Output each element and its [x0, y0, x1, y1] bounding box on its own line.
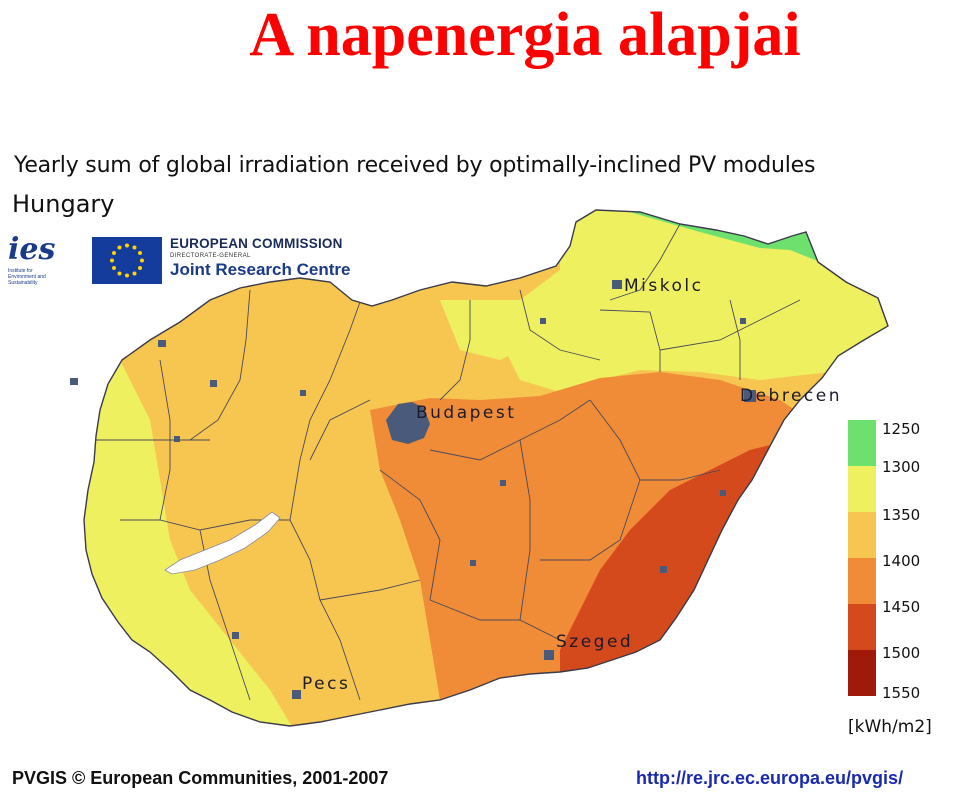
legend-swatch-1250	[848, 420, 876, 466]
legend-swatch-1400	[848, 558, 876, 604]
city-label-pecs: Pecs	[302, 674, 351, 694]
eu-star-icon	[125, 273, 129, 278]
city-label-debrecen: Debrecen	[740, 386, 842, 406]
legend-label-1550: 1550	[882, 684, 921, 702]
ec-logo-line2: DIRECTORATE-GENERAL	[170, 253, 251, 259]
pecs-urban	[292, 690, 301, 699]
lake-balaton	[164, 511, 281, 575]
legend-label-1350: 1350	[882, 506, 921, 524]
city-label-miskolc: Miskolc	[624, 276, 704, 296]
legend-label-1400: 1400	[882, 552, 921, 570]
ec-logo: EUROPEAN COMMISSION DIRECTORATE-GENERAL …	[170, 236, 350, 280]
legend-swatch-1300	[848, 466, 876, 512]
eu-star-icon	[112, 251, 116, 255]
eu-star-icon	[117, 245, 122, 250]
eu-star-icon	[138, 251, 142, 255]
zone-1300-mid-north	[440, 300, 540, 360]
county-borders	[96, 223, 801, 701]
ec-logo-line1: EUROPEAN COMMISSION	[170, 236, 343, 251]
legend-swatch-1450	[848, 604, 876, 650]
city-label-szeged: Szeged	[556, 632, 634, 652]
miskolc-urban	[612, 280, 622, 289]
map-country: Hungary	[12, 190, 115, 218]
footer-url-link[interactable]: http://re.jrc.ec.europa.eu/pvgis/	[636, 768, 904, 788]
debrecen-urban	[744, 390, 756, 402]
legend-label-1450: 1450	[882, 598, 921, 616]
eu-star-icon	[117, 271, 122, 276]
legend-label-1250: 1250	[882, 420, 921, 438]
eu-star-icon	[125, 243, 129, 248]
ies-logo-text: ies	[8, 232, 56, 267]
slide-title: A napenergia alapjai	[249, 1, 801, 69]
eu-flag-icon	[92, 237, 162, 284]
footer-copyright: PVGIS © European Communities, 2001-2007	[12, 768, 389, 788]
budapest-urban	[386, 402, 430, 444]
eu-stars-icon	[110, 243, 144, 278]
eu-star-icon	[112, 266, 116, 270]
ec-logo-line3: Joint Research Centre	[170, 260, 351, 279]
eu-star-icon	[140, 258, 144, 263]
ies-logo: ies Institute for Environment and Sustai…	[6, 232, 72, 286]
map-heading: Yearly sum of global irradiation receive…	[14, 153, 816, 178]
irradiation-zones	[84, 210, 888, 726]
eu-star-icon	[138, 266, 142, 270]
legend-swatch-1500	[848, 650, 876, 696]
legend-label-1300: 1300	[882, 458, 921, 476]
szeged-urban	[544, 650, 554, 660]
eu-star-icon	[110, 258, 114, 263]
legend-unit: [kWh/m2]	[848, 717, 932, 737]
city-label-budapest: Budapest	[416, 403, 517, 423]
eu-star-icon	[132, 271, 137, 276]
urban-areas	[70, 280, 756, 699]
eu-star-icon	[132, 245, 137, 250]
ies-logo-subtext: Institute for Environment and Sustainabi…	[8, 268, 46, 286]
legend-swatch-1350	[848, 512, 876, 558]
legend-label-1500: 1500	[882, 644, 921, 662]
